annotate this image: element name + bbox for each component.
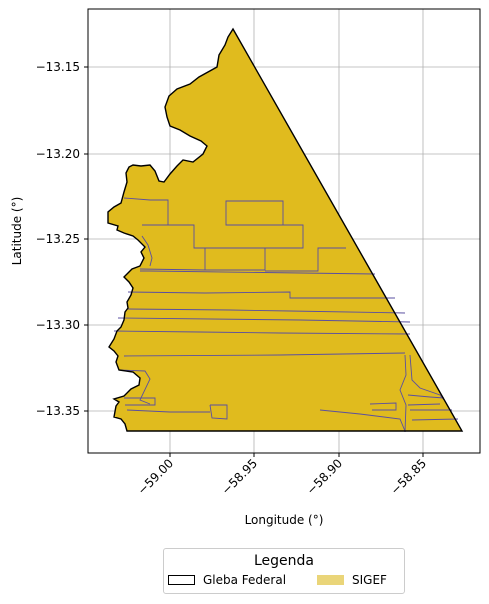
- y-tick-label: −13.30: [36, 318, 80, 332]
- legend-label: SIGEF: [352, 573, 387, 587]
- gleba-outline-swatch: [168, 575, 195, 585]
- x-tick-label: −59.00: [135, 456, 176, 497]
- y-tick-label: −13.25: [36, 232, 80, 246]
- x-tick-label: −58.85: [388, 456, 429, 497]
- sigef-fill-swatch: [317, 575, 344, 585]
- axes-frame: [87, 8, 481, 454]
- legend-title: Legenda: [253, 553, 314, 569]
- gleba-federal-outline: [107, 27, 464, 432]
- legend-label: Gleba Federal: [203, 573, 287, 587]
- legend-item-gleba-federal: Gleba Federal: [168, 573, 286, 587]
- sigef-parcels: [108, 29, 462, 431]
- tick-marks: [84, 66, 424, 457]
- y-axis-title: Latitude (°): [10, 197, 24, 266]
- x-tick-label: −58.95: [219, 456, 260, 497]
- x-axis-title: Longitude (°): [245, 513, 324, 527]
- legend-item-sigef: SIGEF: [317, 573, 387, 587]
- y-tick-label: −13.15: [36, 60, 80, 74]
- x-tick-label: −58.90: [304, 456, 345, 497]
- legend: Legenda Gleba Federal SIGEF: [163, 548, 405, 594]
- y-tick-label: −13.35: [36, 404, 80, 418]
- y-tick-label: −13.20: [36, 147, 80, 161]
- parcel-boundaries: [113, 197, 459, 433]
